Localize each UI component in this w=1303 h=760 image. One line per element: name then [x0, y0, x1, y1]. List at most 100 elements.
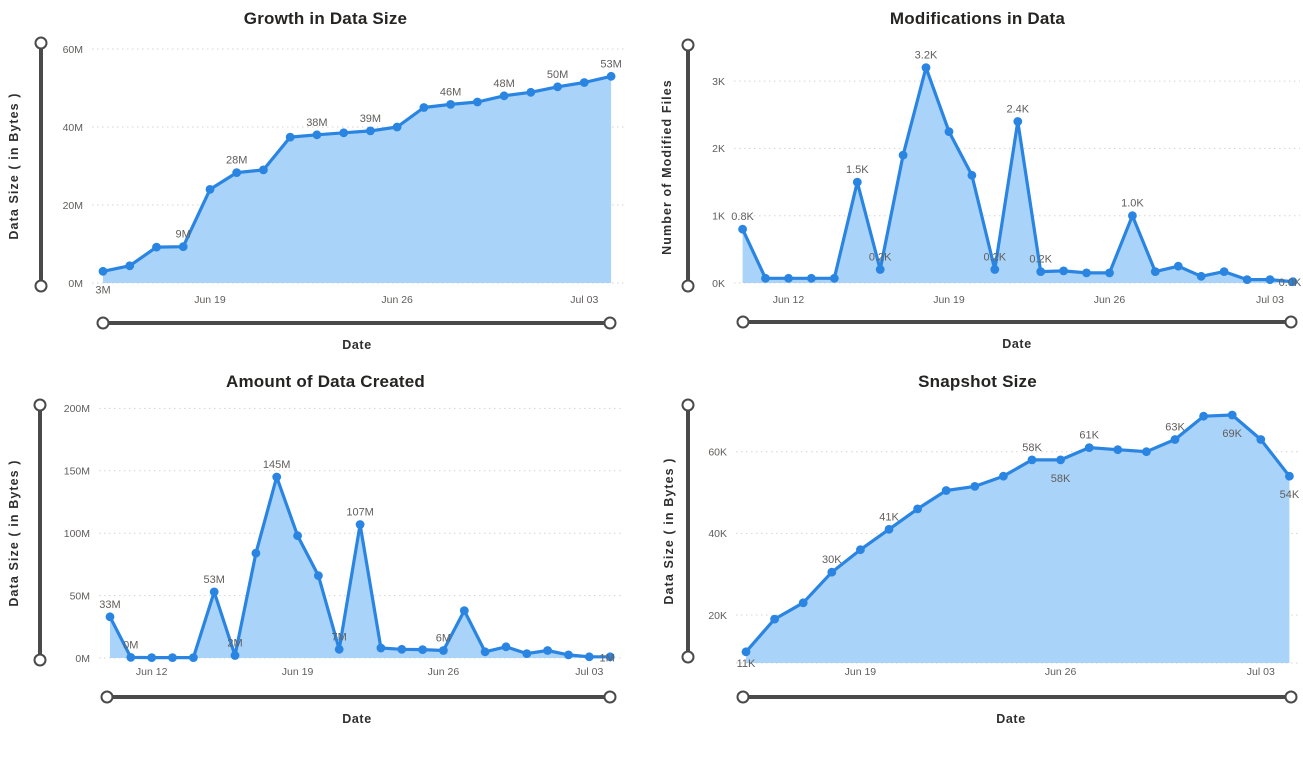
svg-text:0M: 0M — [123, 639, 138, 651]
svg-text:1.5K: 1.5K — [846, 164, 869, 176]
y-slider-handle-top[interactable] — [33, 398, 47, 412]
x-slider-rail[interactable] — [743, 319, 1291, 325]
svg-text:Jun 12: Jun 12 — [136, 666, 168, 678]
y-slider-rail[interactable] — [685, 45, 691, 286]
chart-title: Amount of Data Created — [226, 372, 425, 391]
x-tick-labels: Jun 12 Jun 19 Jun 26 Jul 03 — [773, 294, 1284, 306]
svg-text:69K: 69K — [1222, 428, 1242, 440]
y-tick-labels: 0K 1K 2K 3K — [712, 76, 725, 290]
svg-text:0M: 0M — [68, 278, 83, 290]
x-slider-handle-left[interactable] — [100, 690, 114, 704]
area-fill — [110, 477, 611, 658]
plot-area[interactable]: 20K 40K 60K Jun 19 Jun 26 Jul 03 11K 30K 41K 58K 5… — [652, 370, 1303, 760]
y-slider-handle-top[interactable] — [681, 38, 695, 52]
y-slider-rail[interactable] — [685, 405, 691, 657]
svg-text:2M: 2M — [227, 638, 242, 650]
svg-text:60K: 60K — [708, 447, 727, 459]
y-slider-handle-top[interactable] — [34, 36, 48, 50]
svg-text:48M: 48M — [493, 78, 514, 90]
x-slider-handle-right[interactable] — [1284, 315, 1298, 329]
svg-text:50M: 50M — [547, 69, 568, 81]
svg-text:0.2K: 0.2K — [983, 252, 1006, 264]
svg-text:0K: 0K — [712, 278, 725, 290]
chart-snapshot-size: Snapshot Size Data Size ( in Bytes ) 20K… — [652, 370, 1303, 760]
x-slider-rail[interactable] — [743, 694, 1291, 700]
y-tick-labels: 20K 40K 60K — [708, 447, 727, 622]
area-fill — [103, 76, 612, 283]
svg-text:1.0K: 1.0K — [1121, 198, 1144, 210]
y-slider-rail[interactable] — [38, 43, 44, 286]
svg-text:100M: 100M — [64, 528, 90, 540]
x-slider-rail[interactable] — [103, 320, 610, 326]
svg-text:60M: 60M — [63, 44, 83, 56]
area-fill — [746, 415, 1290, 663]
svg-text:1M: 1M — [600, 652, 615, 664]
y-slider-handle-top[interactable] — [681, 398, 695, 412]
svg-text:33M: 33M — [99, 599, 120, 611]
chart-title: Growth in Data Size — [243, 9, 408, 28]
x-axis-title: Date — [342, 712, 372, 726]
y-slider-handle-bottom[interactable] — [33, 653, 47, 667]
x-slider-handle-right[interactable] — [603, 316, 617, 330]
svg-text:107M: 107M — [346, 507, 374, 519]
svg-text:Jun 12: Jun 12 — [773, 294, 805, 306]
y-slider-handle-bottom[interactable] — [681, 279, 695, 293]
svg-text:7M: 7M — [332, 631, 347, 643]
svg-text:30K: 30K — [822, 554, 842, 566]
data-labels: 33M 0M 53M 2M 145M 7M 107M 6M 1M — [99, 459, 615, 664]
x-slider-handle-left[interactable] — [96, 316, 110, 330]
svg-text:20K: 20K — [708, 610, 727, 622]
x-slider-handle-right[interactable] — [603, 690, 617, 704]
svg-text:3.2K: 3.2K — [915, 50, 938, 62]
svg-text:145M: 145M — [263, 459, 291, 471]
svg-text:3M: 3M — [95, 284, 110, 296]
x-slider-handle-left[interactable] — [736, 690, 750, 704]
svg-text:58K: 58K — [1051, 473, 1071, 485]
svg-text:6M: 6M — [436, 633, 451, 645]
data-points — [98, 71, 616, 276]
chart-title: Modifications in Data — [889, 9, 1066, 28]
svg-text:Jul 03: Jul 03 — [570, 294, 598, 306]
x-slider-handle-right[interactable] — [1284, 690, 1298, 704]
chart-growth-in-data-size: Growth in Data Size Data Size ( in Bytes… — [0, 0, 651, 370]
svg-text:40K: 40K — [708, 528, 727, 540]
x-slider-handle-left[interactable] — [736, 315, 750, 329]
chart-modifications-in-data: Modifications in Data Number of Modified… — [652, 0, 1303, 370]
svg-text:3K: 3K — [712, 76, 725, 88]
svg-text:50M: 50M — [70, 590, 90, 602]
trend-line — [744, 413, 1291, 654]
svg-text:1K: 1K — [712, 211, 725, 223]
plot-area[interactable]: 0M 50M 100M 150M 200M Jun 12 Jun 19 Jun 26 Jul 0… — [0, 370, 651, 760]
data-labels: 11K 30K 41K 58K 58K 61K 63K 69K 54K — [737, 422, 1300, 670]
svg-text:200M: 200M — [64, 403, 90, 415]
svg-text:61K: 61K — [1079, 430, 1099, 442]
svg-text:Jul 03: Jul 03 — [1247, 666, 1275, 678]
y-slider-rail[interactable] — [37, 405, 43, 660]
y-slider-handle-bottom[interactable] — [34, 279, 48, 293]
data-points — [105, 472, 615, 662]
svg-text:0.2K: 0.2K — [1029, 254, 1052, 266]
svg-text:Jun 26: Jun 26 — [381, 294, 413, 306]
plot-area[interactable]: 0K 1K 2K 3K Jun 12 Jun 19 Jun 26 Jul 03 0.8K 1.5K… — [652, 0, 1303, 370]
svg-text:28M: 28M — [226, 155, 247, 167]
svg-text:Jun 26: Jun 26 — [1094, 294, 1126, 306]
x-axis-title: Date — [1002, 337, 1032, 351]
data-points — [741, 410, 1294, 657]
svg-text:53M: 53M — [600, 58, 621, 70]
svg-text:Jun 19: Jun 19 — [845, 666, 877, 678]
x-axis-title: Date — [342, 338, 372, 352]
svg-text:11K: 11K — [737, 658, 756, 670]
data-points — [738, 63, 1298, 287]
svg-text:39M: 39M — [360, 113, 381, 125]
data-labels: 3M 9M 28M 38M 39M 46M 48M 50M 53M — [95, 58, 621, 296]
svg-text:2K: 2K — [712, 143, 725, 155]
y-slider-handle-bottom[interactable] — [681, 650, 695, 664]
area-fill — [742, 67, 1293, 283]
svg-text:53M: 53M — [203, 574, 224, 586]
x-tick-labels: Jun 19 Jun 26 Jul 03 — [845, 666, 1275, 678]
svg-text:46M: 46M — [440, 86, 461, 98]
svg-text:Jun 19: Jun 19 — [933, 294, 965, 306]
x-slider-rail[interactable] — [107, 694, 610, 700]
